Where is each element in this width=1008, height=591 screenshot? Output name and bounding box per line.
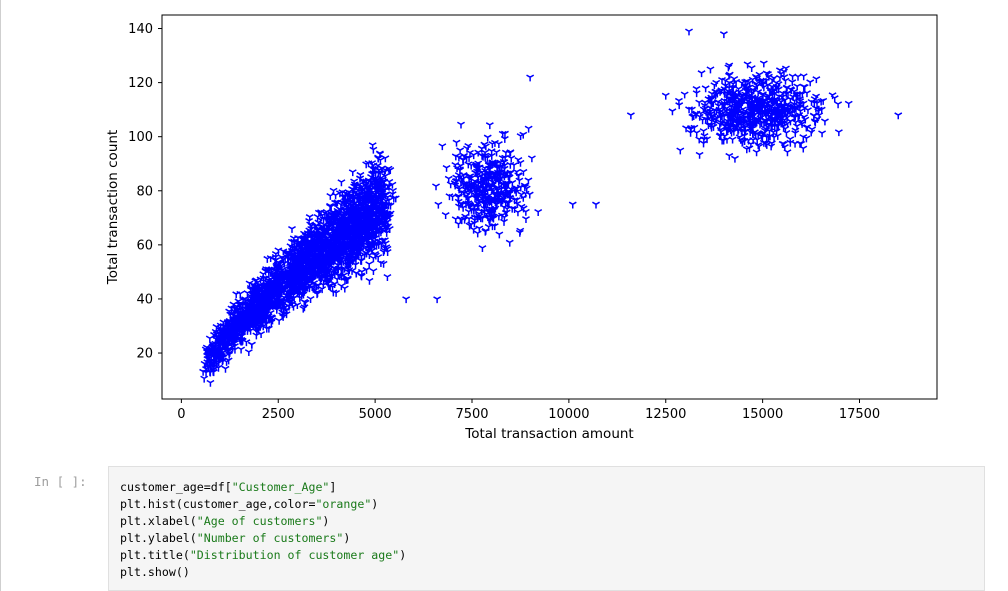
y-tick-label: 80 <box>136 184 153 199</box>
scatter-points <box>199 28 903 387</box>
x-tick-label: 12500 <box>645 407 686 422</box>
code-line: plt.title("Distribution of customer age"… <box>120 548 407 562</box>
x-tick-label: 7500 <box>455 407 488 422</box>
notebook-left-border <box>0 0 1 591</box>
x-tick-label: 15000 <box>742 407 783 422</box>
x-axis: 0 2500 5000 7500 10000 12500 15000 17500 <box>177 399 880 422</box>
y-tick-label: 120 <box>128 76 153 91</box>
y-axis-label: Total transaction count <box>105 130 121 285</box>
x-tick-label: 0 <box>177 407 185 422</box>
code-line: plt.xlabel("Age of customers") <box>120 514 330 528</box>
y-tick-label: 60 <box>136 238 153 253</box>
x-tick-label: 10000 <box>548 407 589 422</box>
plot-frame <box>161 14 938 400</box>
y-tick-label: 40 <box>136 292 153 307</box>
scatter-plot: 0 2500 5000 7500 10000 12500 15000 17500 20 40 60… <box>105 14 938 442</box>
y-tick-label: 20 <box>136 347 153 362</box>
y-axis: 20 40 60 80 100 120 140 <box>128 22 162 362</box>
scatter-markers <box>199 28 903 387</box>
y-tick-label: 140 <box>128 22 153 37</box>
y-tick-label: 100 <box>128 130 153 145</box>
code-line: customer_age=df["Customer_Age"] <box>120 480 337 494</box>
code-cell-editor[interactable]: customer_age=df["Customer_Age"] plt.hist(… <box>108 466 985 591</box>
x-tick-label: 2500 <box>262 407 295 422</box>
code-line: plt.ylabel("Number of customers") <box>120 531 351 545</box>
code-line: plt.show() <box>120 565 190 579</box>
code-line: plt.hist(customer_age,color="orange") <box>120 497 379 511</box>
x-axis-label: Total transaction amount <box>464 426 633 442</box>
x-tick-label: 5000 <box>359 407 392 422</box>
x-tick-label: 17500 <box>839 407 880 422</box>
cell-prompt: In [ ]: <box>34 474 87 489</box>
